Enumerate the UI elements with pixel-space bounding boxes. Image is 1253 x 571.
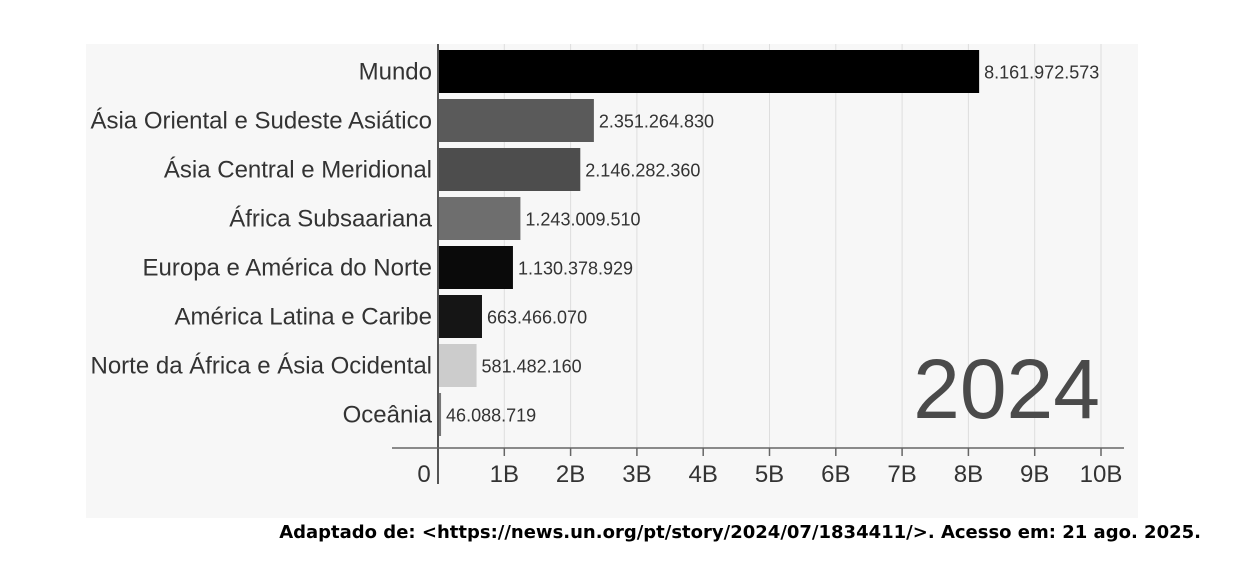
x-tick-label: 10B [1080,461,1123,488]
bar [438,148,581,191]
x-tick-label: 7B [887,461,916,488]
bar [438,246,513,289]
chart-area: 8.161.972.573 Mundo 2.351.264.830 Ásia Orie… [86,44,1138,518]
source-caption: Adaptado de: <https://news.un.org/pt/sto… [279,522,1201,543]
category-label: Europa e América do Norte [143,255,433,282]
data-label: 663.466.070 [487,308,587,328]
category-label: Ásia Oriental e Sudeste Asiático [90,108,432,135]
data-label: 581.482.160 [482,357,582,377]
category-label: Ásia Central e Meridional [164,157,432,184]
x-tick-label: 0 [417,461,430,488]
x-tick-label: 6B [821,461,850,488]
x-tick-label: 4B [689,461,718,488]
x-tick-label: 9B [1020,461,1049,488]
category-label: Oceânia [343,402,433,429]
x-tick-label: 5B [755,461,784,488]
data-label: 2.146.282.360 [585,161,700,181]
data-label: 1.130.378.929 [518,259,633,279]
category-label: Norte da África e Ásia Ocidental [91,353,433,380]
x-tick-label: 1B [490,461,519,488]
category-label: África Subsaariana [229,206,432,233]
data-label: 1.243.009.510 [525,210,640,230]
population-bar-chart: 8.161.972.573 Mundo 2.351.264.830 Ásia Orie… [90,44,1124,488]
data-label: 2.351.264.830 [599,112,714,132]
x-tick-label: 2B [556,461,585,488]
data-label: 46.088.719 [446,406,536,426]
bar [438,99,594,142]
bar [438,344,477,387]
bar [438,50,980,93]
x-tick-label: 3B [622,461,651,488]
category-label: Mundo [359,59,432,86]
bar [438,393,442,436]
data-label: 8.161.972.573 [984,63,1099,83]
category-label: América Latina e Caribe [175,304,432,331]
bar [438,295,482,338]
year-label: 2024 [913,342,1100,436]
x-tick-label: 8B [954,461,983,488]
bar [438,197,521,240]
